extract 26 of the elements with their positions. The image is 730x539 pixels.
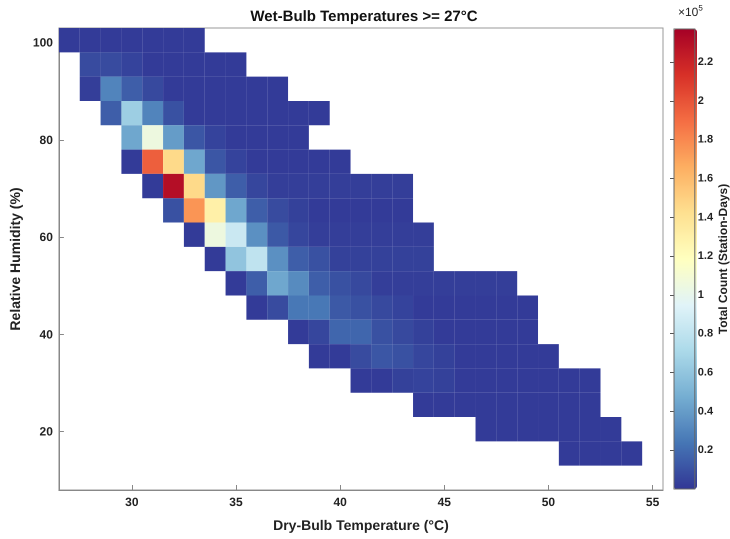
color-bar-label: 0.2 [698, 444, 714, 456]
y-tick-label: 100 [32, 36, 54, 50]
y-tick-label: 40 [40, 327, 54, 342]
y-tick-label: 60 [40, 230, 54, 244]
chart-title: Wet-Bulb Temperatures >= 27°C [250, 8, 478, 25]
x-tick-label: 30 [125, 495, 139, 509]
x-tick-label: 35 [229, 495, 243, 509]
color-bar-label: 1 [698, 288, 704, 301]
x-tick-label: 40 [333, 495, 348, 509]
color-bar-label: 2 [698, 94, 704, 107]
color-bar-title: Total Count (Station-Days) [716, 184, 730, 334]
x-tick-label: 55 [646, 495, 660, 509]
color-bar-label: 0.8 [698, 328, 714, 340]
x-axis-title: Dry-Bulb Temperature (°C) [273, 517, 449, 533]
y-tick-label: 20 [40, 424, 54, 439]
x-tick-label: 50 [542, 495, 556, 509]
color-bar-label: 1.2 [698, 250, 714, 262]
y-tick-label: 80 [40, 132, 54, 147]
color-bar-label: 0.6 [698, 366, 714, 379]
color-bar-label: 1.4 [698, 211, 714, 224]
color-bar-label: 2.2 [698, 56, 714, 68]
y-axis-title: Relative Humidity (%) [7, 187, 23, 331]
x-tick-label: 45 [438, 495, 452, 509]
color-bar-label: 0.4 [698, 405, 714, 418]
color-bar-label: 1.8 [698, 134, 714, 146]
color-bar-label: 1.6 [698, 172, 714, 184]
